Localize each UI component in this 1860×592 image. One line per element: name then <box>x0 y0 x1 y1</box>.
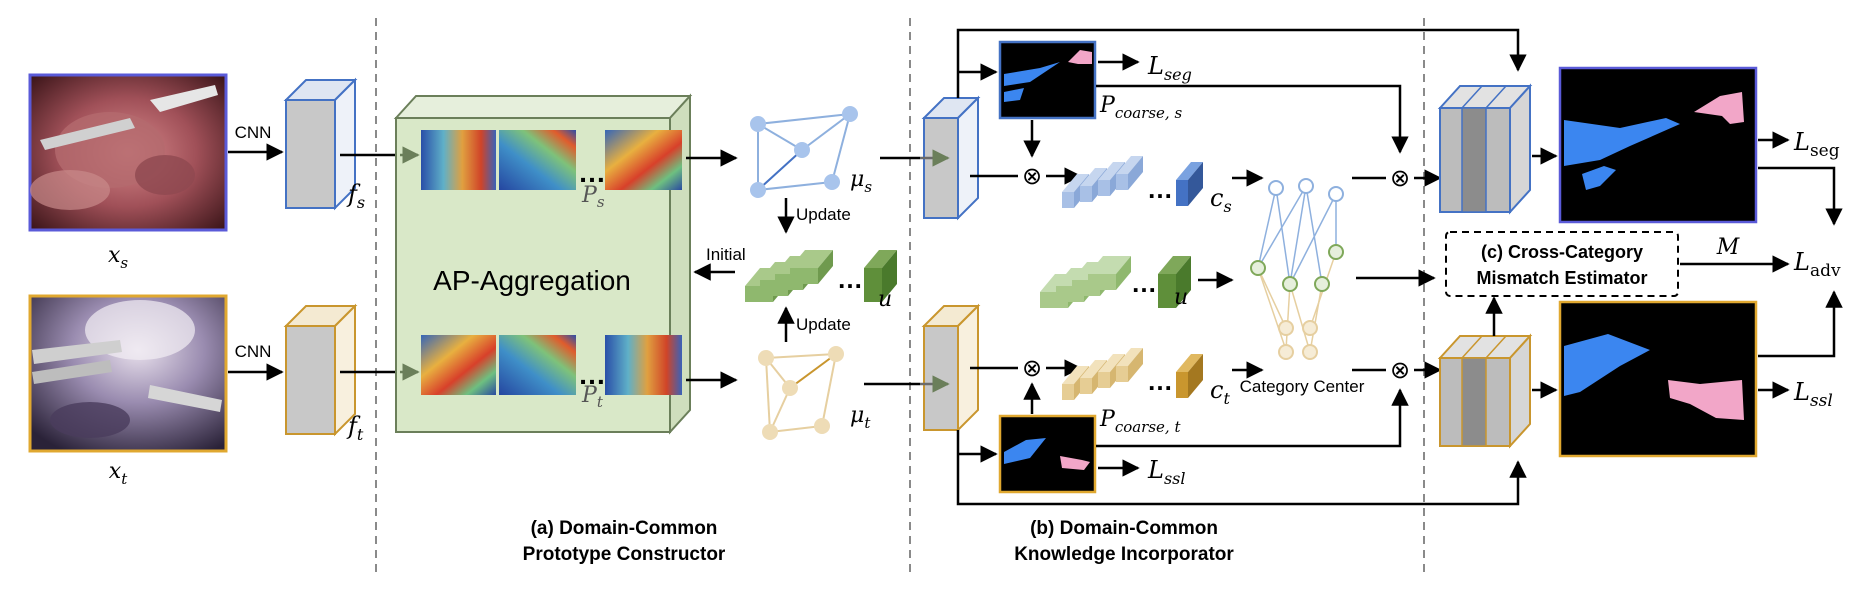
coarse-mask-target <box>998 414 1097 494</box>
caption-a-line2: Prototype Constructor <box>523 544 726 565</box>
top-skip-connection <box>956 28 1527 98</box>
category-center-label: Category Center <box>1240 377 1365 396</box>
source-image-label: xs <box>108 243 128 272</box>
knowledge-feature-block-source <box>921 95 981 221</box>
ladv-label: Ladv <box>1793 248 1841 281</box>
caption-b-line2: Knowledge Incorporator <box>1014 544 1234 565</box>
ps-label: Ps <box>581 183 605 211</box>
source-class-bars <box>1062 156 1203 208</box>
source-image <box>28 73 228 232</box>
target-class-bars <box>1062 348 1203 400</box>
mu-t-label: μt <box>850 403 871 432</box>
ap-aggregation-title: AP-Aggregation <box>433 265 631 296</box>
ct-ellipsis: … <box>1147 366 1173 396</box>
category-center-network <box>1250 178 1344 360</box>
shared-prototype-u <box>745 250 897 302</box>
initial-label: Initial <box>706 245 746 264</box>
concat-block-target <box>1437 333 1533 449</box>
estimator-line1: (c) Cross-Category <box>1481 242 1643 262</box>
update-label-top: Update <box>796 205 851 224</box>
mu-s-label: μs <box>850 167 872 196</box>
lseg-label: Lseg <box>1147 52 1192 84</box>
cnn-label-bottom: CNN <box>235 342 272 361</box>
source-heatmaps <box>421 130 682 190</box>
ellipsis-t: … <box>578 359 606 390</box>
mask-s-to-ladv <box>1758 166 1843 226</box>
feature-target-label: ft <box>346 412 364 444</box>
u-ellipsis-graph: … <box>837 264 863 294</box>
estimator-line2: Mismatch Estimator <box>1476 268 1647 288</box>
knowledge-u-bars <box>1040 256 1191 308</box>
caption-a-line1: (a) Domain-Common <box>531 518 718 539</box>
update-label-bottom: Update <box>796 315 851 334</box>
pt-label: Pt <box>581 383 604 411</box>
lssl-label: Lssl <box>1147 456 1185 488</box>
p-coarse-t-label: Pcoarse, t <box>1099 407 1181 436</box>
cs-label: cs <box>1210 184 1232 216</box>
u-ellipsis-knowledge: … <box>1131 268 1157 298</box>
u-label-graph: u <box>878 287 892 312</box>
u-label-knowledge: u <box>1174 285 1188 310</box>
cs-ellipsis: … <box>1147 174 1173 204</box>
ellipsis-s: … <box>578 157 606 188</box>
target-image <box>28 294 228 453</box>
p-coarse-s-label: Pcoarse, s <box>1099 93 1182 122</box>
target-heatmaps <box>421 335 682 395</box>
final-mask-source <box>1558 66 1758 224</box>
otimes-t-right: ⊗ <box>1390 357 1410 384</box>
otimes-s: ⊗ <box>1022 163 1042 190</box>
otimes-s-right: ⊗ <box>1390 165 1410 192</box>
target-image-label: xt <box>109 459 128 488</box>
ct-label: ct <box>1210 376 1230 408</box>
cnn-label-top: CNN <box>235 123 272 142</box>
cross-category-estimator-box <box>1445 231 1679 297</box>
mask-t-to-ladv <box>1758 290 1843 358</box>
coarse-mask-source <box>998 40 1097 120</box>
source-prototype-graph <box>750 106 858 198</box>
feature-block-target <box>283 303 358 437</box>
otimes-t: ⊗ <box>1022 355 1042 382</box>
coarse-s-to-otimes-right <box>1096 84 1409 154</box>
feature-block-source <box>283 77 358 211</box>
caption-b-line1: (b) Domain-Common <box>1030 518 1218 539</box>
final-mask-target <box>1558 300 1758 458</box>
section-dividers <box>375 18 1425 578</box>
knowledge-feature-block-target <box>921 303 981 433</box>
lseg-out-label: Lseg <box>1793 128 1840 161</box>
bottom-skip-connection <box>956 430 1527 506</box>
target-prototype-graph <box>758 346 844 440</box>
feature-source-label: fs <box>346 180 365 212</box>
coarse-t-to-otimes-right <box>1096 388 1409 448</box>
lssl-out-label: Lssl <box>1793 378 1833 411</box>
concat-block-source <box>1437 83 1533 215</box>
m-label: M <box>1716 235 1740 260</box>
